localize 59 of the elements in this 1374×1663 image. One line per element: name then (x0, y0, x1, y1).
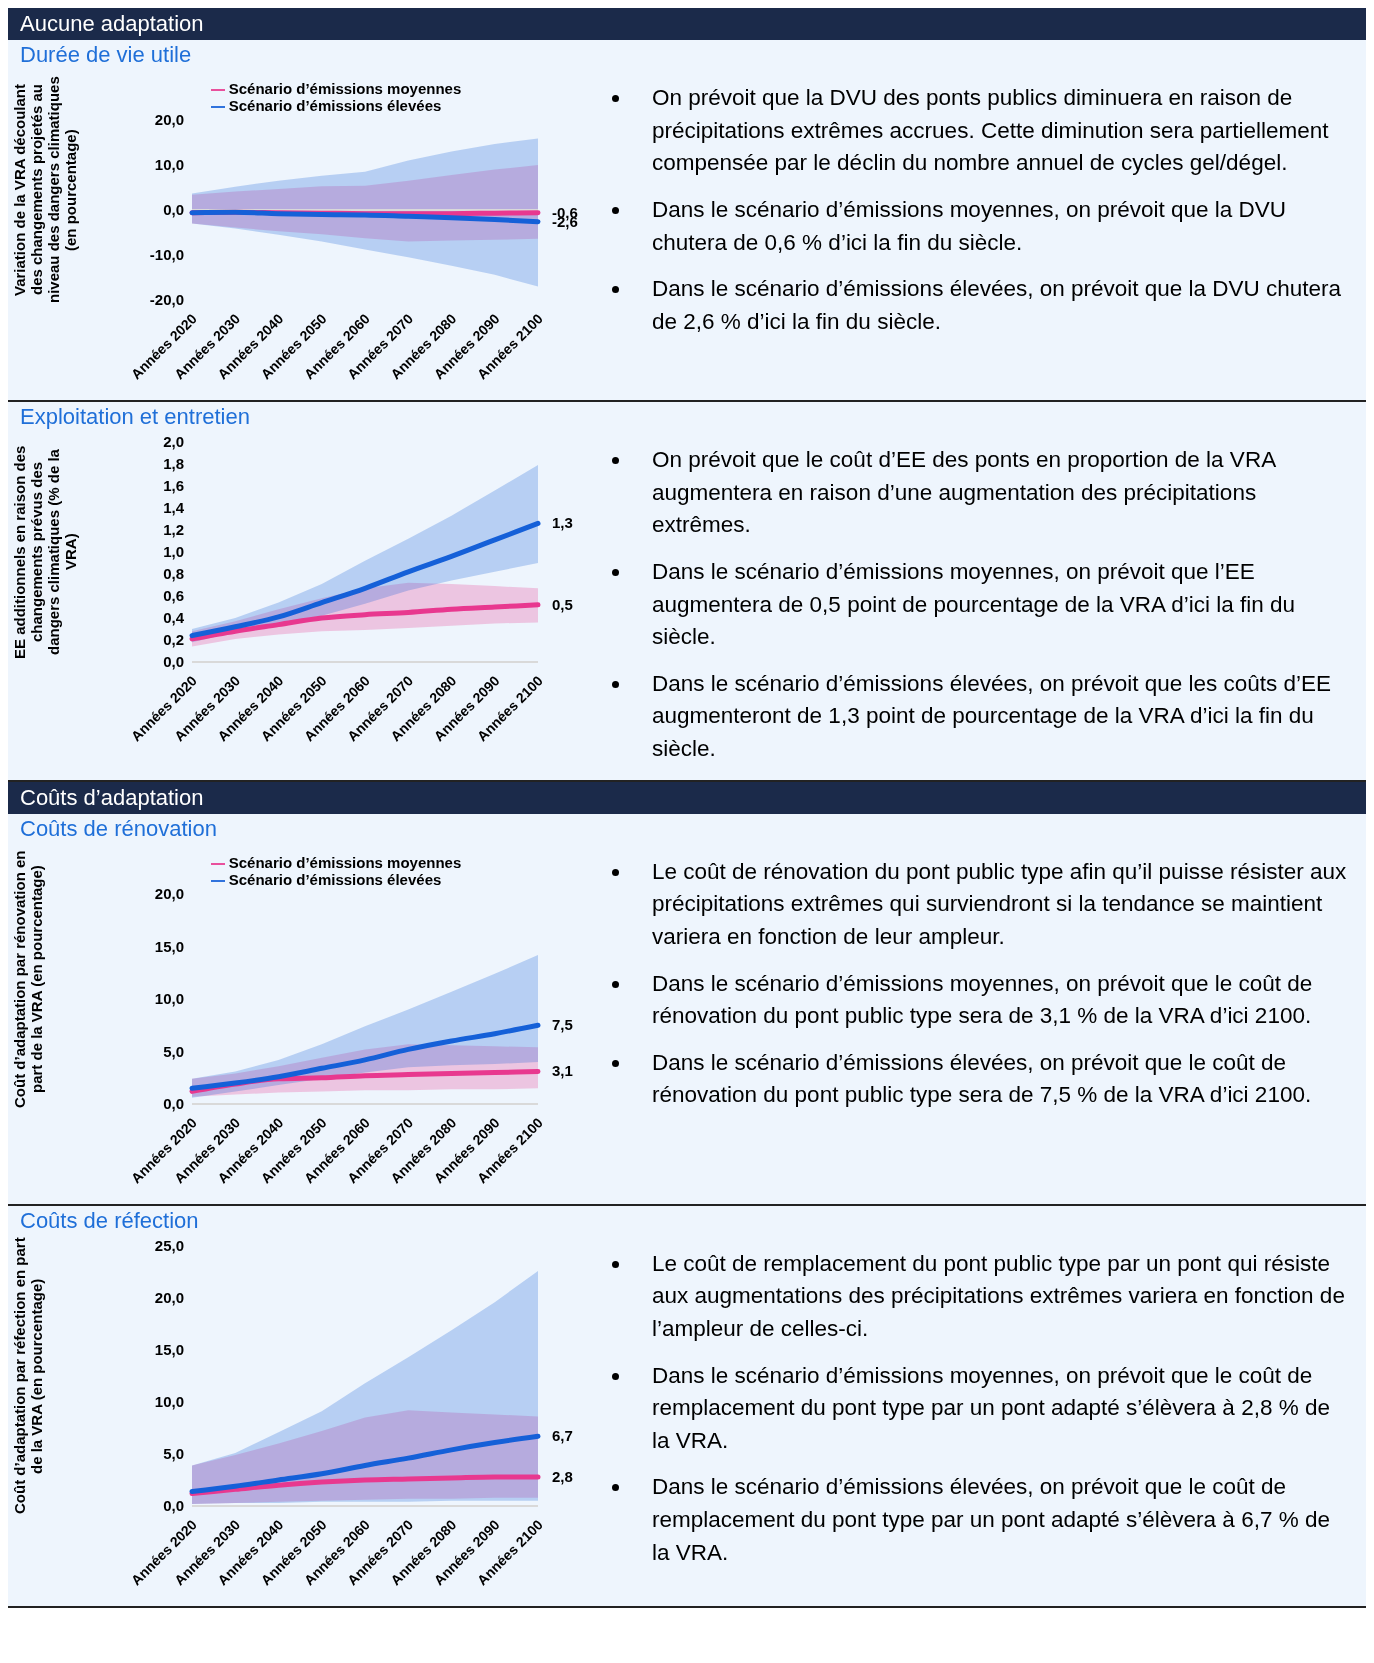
y-tick-label: 10,0 (154, 1392, 184, 1410)
y-tick-label: 5,0 (163, 1444, 184, 1462)
text: Dans le scénario d’émissions élevées, on prévoit que le coût de rénovation du pont public type sera de 7,5 % de la VRA d’ici 2100. (652, 1048, 1313, 1110)
data-label: 7,5 (552, 1015, 573, 1033)
y-tick-label: 20,0 (154, 1288, 184, 1306)
chart-title: Coûts de réfection (19, 1206, 200, 1235)
data-label: 1,3 (552, 514, 573, 532)
y-tick-label: 10,0 (154, 989, 184, 1007)
data-label: 3,1 (552, 1062, 573, 1080)
y-tick-label: 5,0 (163, 1042, 184, 1060)
y-tick-label: 20,0 (154, 885, 184, 903)
data-label: 2,8 (552, 1467, 573, 1485)
legend-label: Scénario d’émissions moyennes (228, 853, 462, 871)
text: On prévoit que la DVU des ponts publics diminuera en raison de précipitations extrêmes accrues. Cette diminution sera partiellement compensée par le déclin du nombre annuel de cycles gel/dégel. (652, 84, 1330, 178)
y-axis-title: Variation de la VRA découlant des changements projetés au niveau des dangers climatiques (en pourcentage) (11, 75, 80, 306)
y-tick-label: 0,2 (163, 631, 184, 649)
y-tick-label: 0,6 (163, 587, 184, 605)
y-tick-label: 20,0 (154, 111, 184, 129)
y-tick-label: 10,0 (154, 156, 184, 174)
data-label: 6,7 (552, 1426, 573, 1444)
text: Dans le scénario d’émissions moyennes, on prévoit que le coût de remplacement du pont type par un pont adapté s’élèvera à 2,8 % de la VRA. (652, 1361, 1331, 1455)
text: Dans le scénario d’émissions élevées, on prévoit que la DVU chutera de 2,6 % d’ici la fin du siècle. (652, 275, 1343, 336)
chart-subtitle: Durée de vie utile (19, 41, 193, 69)
y-axis-title: EE additionnels en raison des changements prévus des dangers climatiques (% de la VRA) (11, 444, 80, 661)
y-axis-title: Coût d’adaptation par réfection en part de la VRA (en pourcentage) (11, 1236, 46, 1516)
y-tick-label: 1,8 (163, 455, 184, 473)
text: On prévoit que le coût d’EE des ponts en proportion de la VRA augmentera en raison d’une augmentation des précipitations extrêmes. (652, 446, 1277, 540)
legend-label: Scénario d’émissions élevées (228, 97, 442, 115)
y-tick-label: 15,0 (154, 1340, 184, 1358)
text: Dans le scénario d’émissions moyennes, on prévoit que l’EE augmentera de 0,5 point de pourcentage de la VRA d’ici la fin du siècle. (652, 557, 1296, 652)
text: Dans le scénario d’émissions élevées, on prévoit que le coût de remplacement du pont type par un pont adapté s’élèvera à 6,7 % de la VRA. (652, 1473, 1331, 1567)
y-tick-label: 15,0 (154, 937, 184, 955)
chart-title: Aucune adaptation (8, 8, 1366, 40)
y-tick-label: 0,0 (163, 201, 184, 219)
text: Le coût de rénovation du pont public type afin qu’il puisse résister aux précipitations extrêmes qui surviendront si la tendance se maintient variera en fonction de leur ampleur. (652, 857, 1348, 951)
y-tick-label: 0,8 (163, 565, 184, 583)
y-tick-label: -20,0 (149, 291, 184, 309)
text: Dans le scénario d’émissions moyennes, on prévoit que le coût de rénovation du pont public type sera de 3,1 % de la VRA d’ici 2100. (652, 969, 1314, 1031)
y-tick-label: 1,2 (163, 521, 184, 539)
y-tick-label: 0,0 (163, 653, 184, 671)
chart-title: Exploitation et entretien (19, 403, 251, 431)
y-tick-label: 0,0 (163, 1496, 184, 1514)
legend-label: Scénario d’émissions moyennes (228, 80, 462, 97)
text: Dans le scénario d’émissions élevées, on prévoit que les coûts d’EE augmenteront de 1,3 point de pourcentage de la VRA d’ici la fin du siècle. (652, 669, 1333, 763)
y-tick-label: 2,0 (163, 433, 184, 451)
y-tick-label: 0,0 (163, 1094, 184, 1112)
legend-label: Scénario d’émissions élevées (228, 870, 442, 888)
y-tick-label: 1,0 (163, 543, 184, 561)
chart-subtitle: Coûts de rénovation (19, 814, 218, 843)
y-tick-label: 1,6 (163, 477, 184, 495)
text: Le coût de remplacement du pont public type par un pont qui résiste aux augmentations des précipitations extrêmes variera en fonction de l’ampleur de celles-ci. (652, 1249, 1346, 1343)
text: Dans le scénario d’émissions moyennes, on prévoit que la DVU chutera de 0,6 % d’ici la fin du siècle. (652, 195, 1288, 257)
y-tick-label: 1,4 (163, 499, 185, 517)
y-tick-label: 0,4 (163, 609, 185, 627)
chart-title: Coûts d’adaptation (8, 781, 1366, 814)
y-tick-label: 25,0 (154, 1236, 184, 1254)
y-tick-label: -10,0 (149, 246, 184, 264)
data-label: 0,5 (552, 595, 573, 613)
y-axis-title: Coût d’adaptation par rénovation en part de la VRA (en pourcentage) (11, 848, 46, 1110)
